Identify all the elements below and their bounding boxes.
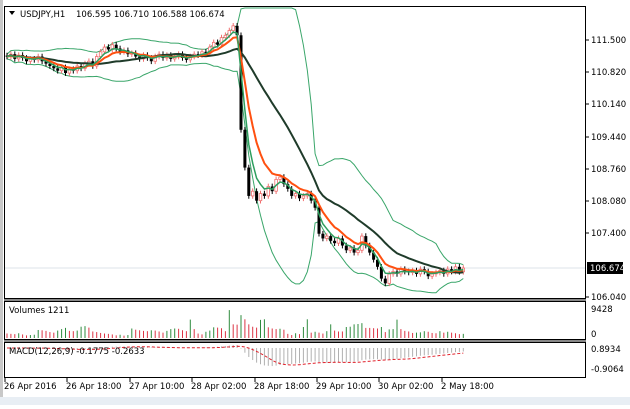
candle-bull bbox=[223, 34, 228, 39]
price-axis[interactable]: 111.500 110.820 110.140 109.440 108.760 … bbox=[586, 36, 626, 303]
price-tick: 108.760 bbox=[591, 165, 626, 175]
candle-bear bbox=[204, 51, 208, 54]
candle-bear bbox=[134, 53, 138, 57]
price-tick: 108.080 bbox=[591, 197, 626, 207]
candle-bear bbox=[56, 68, 60, 71]
ma-slow-line bbox=[6, 47, 464, 274]
macd-signal-line bbox=[7, 345, 464, 366]
candle-bear bbox=[114, 44, 118, 49]
candle-bear bbox=[262, 193, 266, 196]
bottom-strip bbox=[0, 397, 630, 405]
candle-bear bbox=[216, 42, 220, 45]
volume-axis-min: 0 bbox=[591, 330, 596, 340]
time-tick: 2 May 18:00 bbox=[441, 382, 494, 392]
candle-bull bbox=[98, 51, 103, 57]
collapse-triangle-icon[interactable] bbox=[9, 11, 15, 15]
time-tick: 26 Apr 2016 bbox=[4, 382, 57, 392]
bollinger-lower-band bbox=[6, 58, 464, 294]
candle-bear bbox=[364, 236, 368, 246]
candle-bear bbox=[344, 245, 348, 251]
price-tick: 107.400 bbox=[591, 229, 626, 239]
candle-bull bbox=[231, 25, 235, 31]
candle-bear bbox=[372, 252, 376, 260]
candle-bear bbox=[383, 278, 387, 284]
candle-bear bbox=[239, 35, 243, 130]
volume-axis-max: 9428 bbox=[591, 305, 613, 315]
candle-bear bbox=[184, 57, 188, 60]
candle-bear bbox=[44, 61, 48, 64]
candle-bear bbox=[196, 54, 200, 56]
candle-bull bbox=[211, 41, 216, 48]
price-tick: 110.140 bbox=[591, 100, 626, 110]
candle-bear bbox=[329, 236, 333, 241]
current-price-badge bbox=[587, 262, 623, 274]
price-tick: 109.440 bbox=[591, 133, 626, 143]
candle-bear bbox=[317, 207, 321, 234]
candle-bear bbox=[379, 266, 383, 279]
candle-bull bbox=[325, 235, 329, 239]
candle-bull bbox=[356, 249, 360, 254]
price-tick: 106.040 bbox=[591, 293, 626, 303]
candle-bear bbox=[457, 266, 461, 272]
candle-bull bbox=[278, 176, 282, 180]
candle-bear bbox=[340, 238, 344, 246]
candle-bear bbox=[106, 47, 110, 50]
candle-bear bbox=[48, 63, 52, 66]
price-tick: 111.500 bbox=[591, 36, 626, 46]
macd-label: MACD(12,26,9) -0.1775 -0.2633 bbox=[9, 347, 145, 357]
candle-bear bbox=[333, 240, 337, 244]
candle-bull bbox=[258, 193, 263, 202]
candle-bear bbox=[286, 184, 290, 189]
macd-axis-top: 0.8934 bbox=[591, 345, 621, 355]
symbol-label: USDJPY,H1 bbox=[20, 10, 65, 20]
volumes-label: Volumes 1211 bbox=[9, 306, 69, 316]
candle-bear bbox=[450, 269, 454, 272]
volumes-panel[interactable] bbox=[4, 301, 586, 340]
bollinger-upper-band bbox=[6, 7, 464, 266]
candle-bear bbox=[313, 200, 317, 208]
current-price-label: 106.674 bbox=[590, 264, 625, 274]
candle-bull bbox=[387, 273, 391, 284]
candle-bear bbox=[376, 259, 379, 267]
candle-bear bbox=[243, 129, 247, 168]
candle-bear bbox=[255, 191, 259, 201]
time-tick: 26 Apr 18:00 bbox=[66, 382, 121, 392]
time-tick: 30 Apr 02:00 bbox=[378, 382, 433, 392]
macd-axis-bottom: -0.9064 bbox=[591, 365, 624, 375]
candle-bull bbox=[266, 186, 270, 197]
macd-panel[interactable] bbox=[4, 342, 586, 378]
candle-bull bbox=[102, 46, 107, 53]
window-left-edge bbox=[0, 0, 3, 405]
candle-bear bbox=[282, 177, 286, 185]
candle-bear bbox=[247, 167, 251, 196]
candle-bull bbox=[250, 190, 255, 197]
candle-bear bbox=[298, 193, 301, 199]
candle-bull bbox=[301, 195, 306, 199]
time-axis[interactable]: 26 Apr 2016 26 Apr 18:00 27 Apr 10:00 28… bbox=[4, 378, 494, 392]
time-tick: 29 Apr 10:00 bbox=[316, 382, 371, 392]
time-tick: 28 Apr 02:00 bbox=[191, 382, 246, 392]
candle-bull bbox=[293, 193, 298, 197]
candle-bear bbox=[52, 65, 56, 69]
ma-fast-line bbox=[6, 31, 464, 275]
candle-bear bbox=[235, 25, 239, 36]
main-price-panel[interactable] bbox=[4, 6, 586, 299]
ohlc-values: 106.595 106.710 106.588 106.674 bbox=[76, 10, 225, 20]
time-tick: 27 Apr 10:00 bbox=[129, 382, 184, 392]
candle-bear bbox=[290, 188, 294, 196]
candle-bull bbox=[348, 247, 352, 251]
candle-bear bbox=[352, 247, 356, 253]
price-tick: 110.820 bbox=[591, 68, 626, 78]
candle-bear bbox=[368, 245, 372, 253]
candle-bear bbox=[149, 57, 153, 62]
time-tick: 28 Apr 18:00 bbox=[254, 382, 309, 392]
candle-bear bbox=[321, 233, 325, 239]
candle-bear bbox=[25, 57, 28, 62]
